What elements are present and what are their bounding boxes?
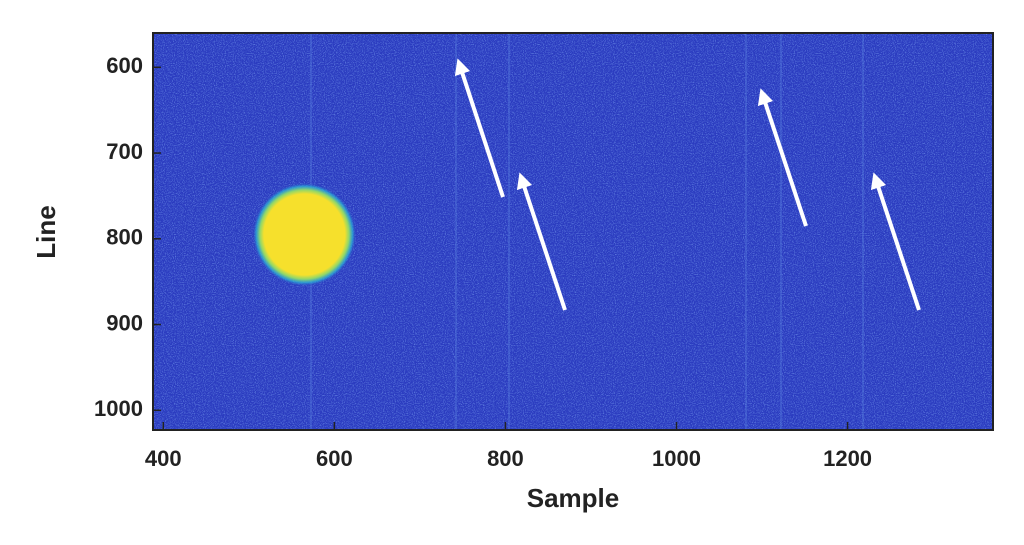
- detector-column: [862, 33, 864, 430]
- y-axis-label: Line: [31, 205, 61, 258]
- plot-frame: [152, 32, 994, 431]
- detector-column: [780, 33, 782, 430]
- y-tick-label: 900: [106, 310, 143, 335]
- arrow: [757, 88, 808, 227]
- x-tick-label: 1200: [823, 446, 872, 471]
- plot-area: [153, 33, 993, 430]
- arrow: [516, 172, 567, 311]
- x-tick-label: 1000: [652, 446, 701, 471]
- detector-column: [508, 33, 510, 430]
- detector-column: [455, 33, 457, 430]
- y-tick-label: 800: [106, 225, 143, 250]
- disk: [265, 196, 343, 273]
- x-tick-label: 600: [316, 446, 353, 471]
- y-tick-label: 700: [106, 139, 143, 164]
- y-tick-label: 600: [106, 53, 143, 78]
- detector-column: [745, 33, 747, 430]
- x-tick-label: 800: [487, 446, 524, 471]
- x-tick-label: 400: [145, 446, 182, 471]
- annotations: [454, 58, 921, 311]
- arrow: [870, 172, 921, 311]
- x-axis-label: Sample: [527, 483, 620, 513]
- arrow: [454, 58, 505, 198]
- y-tick-label: 1000: [94, 396, 143, 421]
